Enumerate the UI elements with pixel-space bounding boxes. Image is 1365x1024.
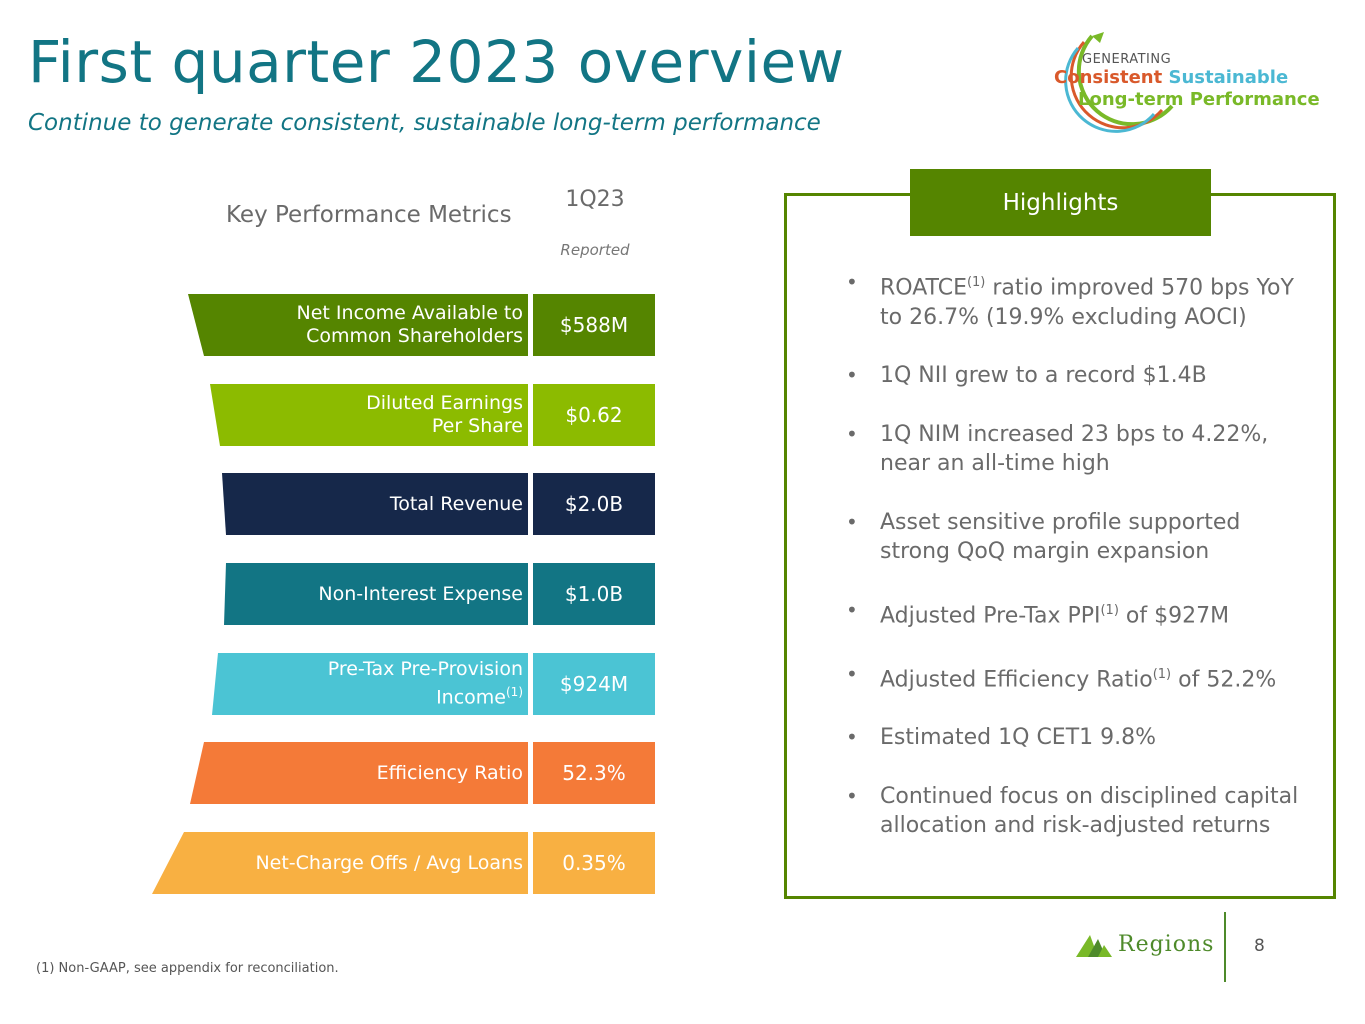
footnote: (1) Non-GAAP, see appendix for reconcili… xyxy=(36,961,339,976)
logo-generating-text: GENERATING xyxy=(1082,52,1172,67)
list-item: Continued focus on disciplined capital a… xyxy=(846,782,1306,841)
list-item: 1Q NIM increased 23 bps to 4.22%, near a… xyxy=(846,420,1306,479)
logo-line2: Long-term Performance xyxy=(1078,89,1320,110)
metric-label: Total Revenue xyxy=(389,492,523,515)
metric-label: Non-Interest Expense xyxy=(318,582,523,605)
metric-value: $924M xyxy=(533,653,655,715)
list-item: Adjusted Efficiency Ratio(1) of 52.2% xyxy=(846,660,1306,695)
footer-divider xyxy=(1224,912,1226,982)
metric-band xyxy=(152,832,528,894)
metric-row-efficiency-ratio: Efficiency Ratio 52.3% xyxy=(150,742,660,804)
metric-band xyxy=(210,384,528,446)
metric-label: Pre-Tax Pre-Provision Income(1) xyxy=(327,658,523,709)
metrics-column-subtitle: Reported xyxy=(560,241,630,259)
metric-row-total-revenue: Total Revenue $2.0B xyxy=(150,473,660,535)
logo-sustainable: Sustainable xyxy=(1168,67,1289,88)
page-title: First quarter 2023 overview xyxy=(28,28,845,96)
regions-wordmark: Regions xyxy=(1118,931,1215,957)
metric-band xyxy=(224,563,528,625)
metric-band xyxy=(212,653,528,715)
metric-label: Net-Charge Offs / Avg Loans xyxy=(255,851,523,874)
metric-label: Efficiency Ratio xyxy=(376,761,523,784)
metric-label: Diluted Earnings Per Share xyxy=(366,392,523,437)
regions-triangle-icon xyxy=(1076,935,1112,957)
metric-label: Net Income Available to Common Shareholde… xyxy=(296,302,523,347)
metric-row-non-interest-expense: Non-Interest Expense $1.0B xyxy=(150,563,660,625)
list-item: Asset sensitive profile supported strong… xyxy=(846,508,1306,567)
circular-arrows-icon xyxy=(1064,32,1174,133)
page-number: 8 xyxy=(1254,936,1265,956)
metric-value: $588M xyxy=(533,294,655,356)
metric-band xyxy=(190,742,528,804)
logo-line1: Consistent Sustainable xyxy=(1054,67,1288,88)
metric-value: $0.62 xyxy=(533,384,655,446)
metric-row-ppi: Pre-Tax Pre-Provision Income(1) $924M xyxy=(150,653,660,715)
highlights-tab: Highlights xyxy=(910,169,1211,236)
page-subtitle: Continue to generate consistent, sustain… xyxy=(28,110,821,136)
regions-logo: Regions xyxy=(1076,928,1214,960)
list-item: ROATCE(1) ratio improved 570 bps YoY to … xyxy=(846,268,1306,332)
metric-value: $2.0B xyxy=(533,473,655,535)
metric-value: $1.0B xyxy=(533,563,655,625)
metric-row-net-charge-offs: Net-Charge Offs / Avg Loans 0.35% xyxy=(150,832,660,894)
highlights-list: ROATCE(1) ratio improved 570 bps YoY to … xyxy=(846,268,1306,841)
list-item: Estimated 1Q CET1 9.8% xyxy=(846,723,1306,753)
metrics-title: Key Performance Metrics xyxy=(226,202,512,228)
metric-row-diluted-eps: Diluted Earnings Per Share $0.62 xyxy=(150,384,660,446)
metric-band xyxy=(188,294,528,356)
metric-value: 0.35% xyxy=(533,832,655,894)
metric-band xyxy=(222,473,528,535)
list-item: Adjusted Pre-Tax PPI(1) of $927M xyxy=(846,596,1306,631)
logo-consistent: Consistent xyxy=(1054,67,1163,88)
list-item: 1Q NII grew to a record $1.4B xyxy=(846,361,1306,391)
metric-value: 52.3% xyxy=(533,742,655,804)
metrics-column-title: 1Q23 xyxy=(565,187,625,212)
metric-row-net-income: Net Income Available to Common Shareholde… xyxy=(150,294,660,356)
generating-performance-logo: GENERATING Consistent Sustainable Long-t… xyxy=(1022,26,1322,136)
